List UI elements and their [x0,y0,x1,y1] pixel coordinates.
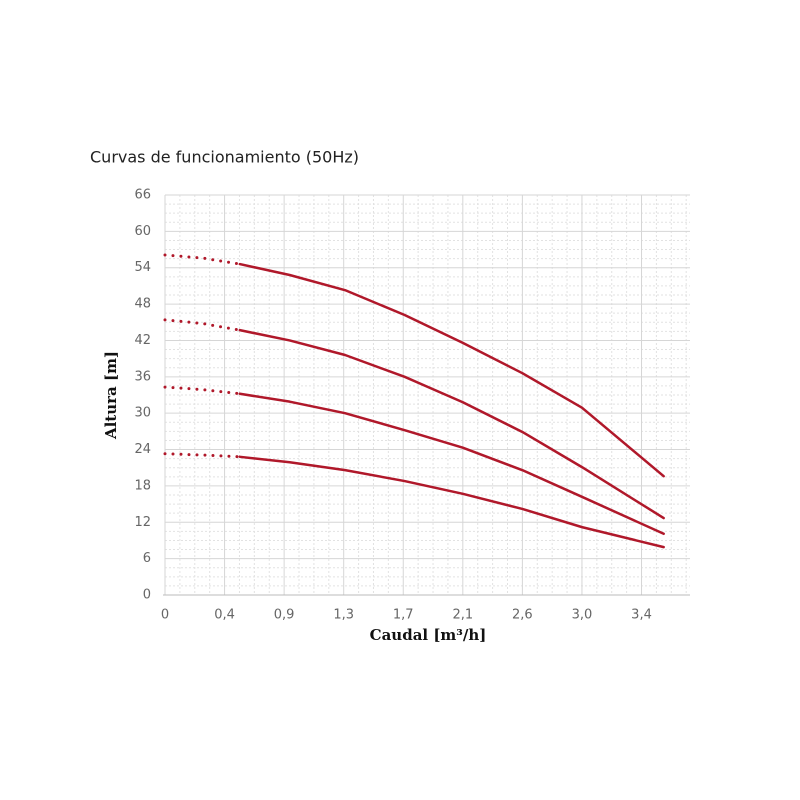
curve [238,262,665,478]
curve [163,385,242,396]
y-tick-label: 24 [134,442,151,457]
x-tick-label: 0 [161,608,169,623]
y-tick-label: 48 [134,297,151,312]
curve [163,318,242,332]
curve [163,253,242,266]
y-tick-label: 12 [134,515,151,530]
x-tick-label: 3,4 [631,608,652,623]
y-tick-label: 66 [134,188,151,203]
x-tick-label: 1,3 [333,608,354,623]
y-tick-label: 54 [134,260,151,275]
y-tick-label: 60 [134,224,151,239]
curve [238,392,665,536]
y-tick-label: 0 [143,588,151,603]
y-tick-label: 18 [134,478,151,493]
curve [238,455,665,549]
x-axis-label: Caudal [m³/h] [370,626,487,644]
x-tick-label: 3,0 [572,608,593,623]
x-tick-label: 0,9 [274,608,295,623]
y-axis-label: Altura [m] [102,351,120,440]
chart-title: Curvas de funcionamiento (50Hz) [90,148,359,167]
x-tick-label: 1,7 [393,608,414,623]
y-tick-label: 30 [134,406,151,421]
x-tick-label: 0,4 [214,608,235,623]
y-tick-label: 36 [134,369,151,384]
curve [163,452,242,459]
x-tick-label: 2,1 [452,608,473,623]
y-tick-label: 6 [143,551,151,566]
y-tick-label: 42 [134,333,151,348]
curve [238,328,665,520]
x-tick-label: 2,6 [512,608,533,623]
